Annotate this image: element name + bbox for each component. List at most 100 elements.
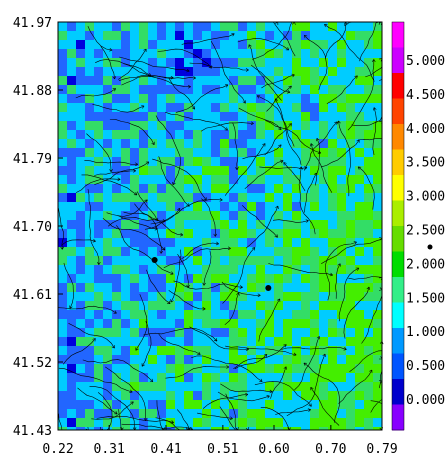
heatmap-cell (328, 283, 337, 292)
heatmap-cell (283, 130, 292, 139)
heatmap-cell (238, 49, 247, 58)
heatmap-cell (319, 76, 328, 85)
heatmap-cell (247, 130, 256, 139)
heatmap-cell (319, 355, 328, 364)
streamline (326, 75, 358, 104)
heatmap-cell (364, 400, 373, 409)
heatmap-cell (175, 40, 184, 49)
streamline-arrow (235, 167, 239, 170)
heatmap-cell (301, 184, 310, 193)
heatmap-cell (328, 22, 337, 31)
heatmap-cell (94, 103, 103, 112)
heatmap-cell (85, 58, 94, 67)
heatmap-cell (301, 175, 310, 184)
heatmap-cell (247, 157, 256, 166)
heatmap-cell (265, 211, 274, 220)
heatmap-cell (292, 346, 301, 355)
heatmap-cell (157, 85, 166, 94)
heatmap-cell (94, 409, 103, 418)
colorbar-swatch (392, 404, 404, 431)
heatmap-cell (85, 49, 94, 58)
heatmap-cell (301, 337, 310, 346)
heatmap-cell (184, 274, 193, 283)
streamline (304, 172, 317, 213)
heatmap-cell (157, 103, 166, 112)
heatmap-cell (175, 193, 184, 202)
heatmap-cell (310, 130, 319, 139)
heatmap-cell (175, 310, 184, 319)
heatmap-cell (211, 364, 220, 373)
heatmap-cell (373, 103, 382, 112)
heatmap-cell (220, 319, 229, 328)
heatmap-cell (139, 337, 148, 346)
heatmap-cell (139, 328, 148, 337)
heatmap-cell (103, 40, 112, 49)
heatmap-cell (256, 382, 265, 391)
heatmap-cell (175, 85, 184, 94)
heatmap-cell (157, 265, 166, 274)
heatmap-cell (166, 121, 175, 130)
heatmap-cell (337, 31, 346, 40)
heatmap-cell (67, 148, 76, 157)
heatmap-cell (130, 85, 139, 94)
heatmap-cell (292, 31, 301, 40)
heatmap-cell (355, 373, 364, 382)
heatmap-cell (364, 409, 373, 418)
heatmap-cell (274, 157, 283, 166)
heatmap-cell (346, 247, 355, 256)
streamline (259, 166, 308, 169)
heatmap-cell (58, 355, 67, 364)
heatmap-cell (139, 319, 148, 328)
heatmap-cell (274, 364, 283, 373)
heatmap-cell (211, 166, 220, 175)
heatmap-cell (256, 94, 265, 103)
streamline (275, 98, 302, 165)
streamline (321, 238, 383, 265)
heatmap-cell (112, 364, 121, 373)
heatmap-cell (94, 202, 103, 211)
heatmap-cell (202, 112, 211, 121)
heatmap-cell (328, 328, 337, 337)
heatmap-cell (157, 67, 166, 76)
streamline (220, 383, 273, 393)
heatmap-cell (364, 355, 373, 364)
heatmap-cell (58, 31, 67, 40)
heatmap-cell (229, 166, 238, 175)
heatmap-cell (121, 130, 130, 139)
heatmap-cell (247, 238, 256, 247)
streamline-arrow (251, 247, 256, 251)
heatmap-cell (265, 292, 274, 301)
streamline-arrow (135, 162, 138, 167)
heatmap-cell (76, 76, 85, 85)
heatmap-cell (220, 175, 229, 184)
heatmap-cell (211, 211, 220, 220)
heatmap-cell (265, 400, 274, 409)
heatmap-cell (193, 175, 202, 184)
heatmap-cell (247, 103, 256, 112)
heatmap-cell (175, 67, 184, 76)
heatmap-cell (319, 418, 328, 427)
colorbar-swatch (392, 47, 404, 74)
heatmap-cell (229, 76, 238, 85)
heatmap-cell (166, 364, 175, 373)
heatmap-cell (301, 283, 310, 292)
heatmap-cell (175, 112, 184, 121)
streamline (173, 280, 243, 290)
streamline (135, 294, 148, 351)
heatmap-cell (310, 94, 319, 103)
heatmap-cell (328, 112, 337, 121)
heatmap-cell (355, 85, 364, 94)
streamline (304, 34, 328, 91)
streamline (200, 122, 254, 132)
heatmap-cell (274, 22, 283, 31)
heatmap-cell (247, 292, 256, 301)
heatmap-cell (346, 382, 355, 391)
heatmap-cell (130, 229, 139, 238)
streamline (158, 333, 201, 355)
heatmap-cell (85, 355, 94, 364)
heatmap-cell (283, 319, 292, 328)
heatmap-cell (373, 364, 382, 373)
heatmap-cell (85, 301, 94, 310)
heatmap-cell (346, 139, 355, 148)
heatmap-cell (148, 130, 157, 139)
